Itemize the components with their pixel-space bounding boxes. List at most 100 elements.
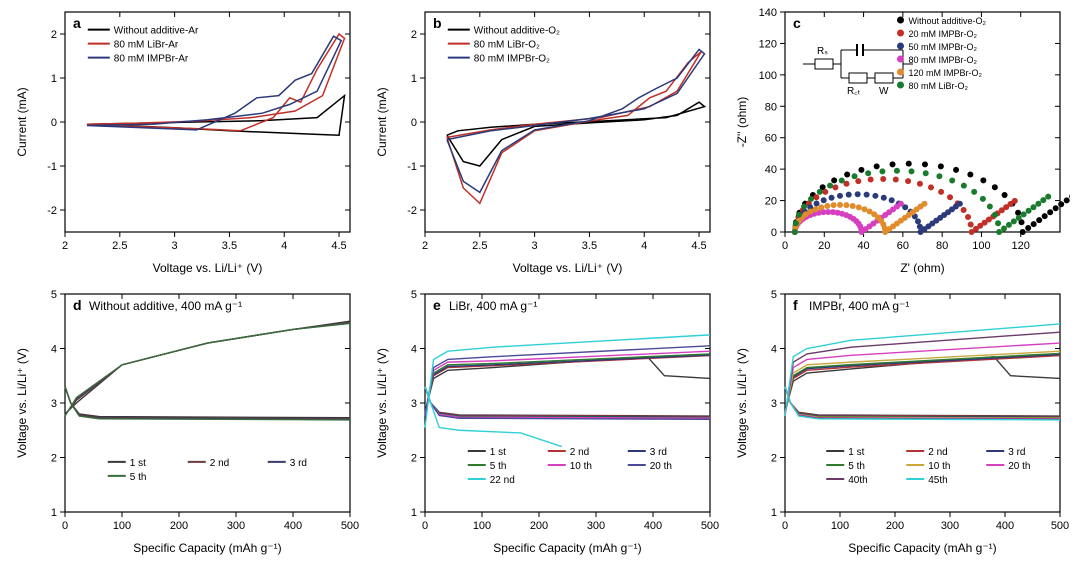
svg-text:3: 3 (411, 398, 417, 410)
panel-d: 010020030040050012345Specific Capacity (… (10, 282, 360, 560)
panel-b: 22.533.544.5-2-1012Voltage vs. Li/Li⁺ (V… (370, 0, 720, 280)
svg-text:-2: -2 (407, 205, 417, 217)
svg-text:Without additive-Ar: Without additive-Ar (114, 26, 199, 37)
svg-text:100: 100 (113, 520, 131, 532)
svg-text:4: 4 (771, 344, 777, 356)
svg-text:22 nd: 22 nd (490, 475, 515, 486)
svg-text:1: 1 (771, 507, 777, 519)
svg-text:a: a (73, 15, 81, 31)
svg-text:2: 2 (422, 240, 428, 252)
svg-text:20 th: 20 th (1008, 461, 1030, 472)
svg-text:3 rd: 3 rd (1008, 447, 1025, 458)
svg-text:40: 40 (857, 240, 869, 252)
svg-text:1: 1 (411, 507, 417, 519)
svg-text:W: W (879, 86, 889, 97)
svg-text:3: 3 (172, 240, 178, 252)
svg-text:Specific Capacity (mAh g⁻¹): Specific Capacity (mAh g⁻¹) (493, 541, 641, 555)
svg-text:5: 5 (771, 289, 777, 301)
svg-text:200: 200 (170, 520, 188, 532)
svg-text:LiBr, 400 mA g⁻¹: LiBr, 400 mA g⁻¹ (449, 299, 537, 313)
svg-text:Voltage vs. Li/Li⁺ (V): Voltage vs. Li/Li⁺ (V) (375, 348, 389, 458)
svg-text:300: 300 (227, 520, 245, 532)
svg-text:3 rd: 3 rd (650, 447, 667, 458)
svg-text:Voltage vs. Li/Li⁺ (V): Voltage vs. Li/Li⁺ (V) (735, 348, 749, 458)
svg-text:120 mM IMPBr-O₂: 120 mM IMPBr-O₂ (909, 68, 983, 78)
svg-text:2 nd: 2 nd (210, 458, 229, 469)
svg-text:120: 120 (759, 38, 777, 50)
svg-text:80: 80 (936, 240, 948, 252)
svg-text:80 mM LiBr-O₂: 80 mM LiBr-O₂ (474, 40, 540, 51)
svg-text:5 th: 5 th (130, 472, 147, 483)
svg-text:1: 1 (411, 73, 417, 85)
svg-text:1 st: 1 st (490, 447, 506, 458)
svg-text:3: 3 (51, 398, 57, 410)
svg-text:20: 20 (765, 196, 777, 208)
svg-text:50 mM IMPBr-O₂: 50 mM IMPBr-O₂ (909, 42, 978, 52)
svg-text:Voltage vs. Li/Li⁺ (V): Voltage vs. Li/Li⁺ (V) (513, 261, 623, 275)
svg-text:3 rd: 3 rd (290, 458, 307, 469)
svg-text:80: 80 (765, 101, 777, 113)
svg-text:40th: 40th (848, 475, 867, 486)
svg-text:200: 200 (886, 520, 904, 532)
svg-text:5 th: 5 th (848, 461, 865, 472)
svg-text:4: 4 (281, 240, 287, 252)
svg-text:500: 500 (701, 520, 719, 532)
svg-text:4: 4 (641, 240, 647, 252)
svg-text:60: 60 (897, 240, 909, 252)
panel-e: 010020030040050012345Specific Capacity (… (370, 282, 720, 560)
svg-text:1 st: 1 st (848, 447, 864, 458)
svg-text:Current (mA): Current (mA) (15, 87, 29, 156)
svg-text:-1: -1 (407, 161, 417, 173)
svg-text:5: 5 (51, 289, 57, 301)
svg-text:3: 3 (532, 240, 538, 252)
svg-text:2.5: 2.5 (112, 240, 127, 252)
svg-text:80 mM IMPBr-O₂: 80 mM IMPBr-O₂ (909, 55, 978, 65)
svg-text:100: 100 (972, 240, 990, 252)
svg-text:0: 0 (782, 520, 788, 532)
svg-text:Specific Capacity (mAh g⁻¹): Specific Capacity (mAh g⁻¹) (133, 541, 281, 555)
svg-text:-1: -1 (47, 161, 57, 173)
svg-text:Voltage vs. Li/Li⁺ (V): Voltage vs. Li/Li⁺ (V) (15, 348, 29, 458)
svg-text:20: 20 (818, 240, 830, 252)
svg-text:2: 2 (771, 453, 777, 465)
svg-text:2.5: 2.5 (472, 240, 487, 252)
svg-text:400: 400 (284, 520, 302, 532)
svg-text:-Z'' (ohm): -Z'' (ohm) (735, 97, 749, 148)
svg-text:100: 100 (831, 520, 849, 532)
svg-text:2: 2 (51, 453, 57, 465)
svg-text:45th: 45th (928, 475, 947, 486)
svg-text:-2: -2 (47, 205, 57, 217)
svg-text:e: e (433, 297, 441, 313)
svg-text:Voltage vs. Li/Li⁺ (V): Voltage vs. Li/Li⁺ (V) (153, 261, 263, 275)
svg-text:300: 300 (941, 520, 959, 532)
svg-text:Specific Capacity (mAh g⁻¹): Specific Capacity (mAh g⁻¹) (848, 541, 996, 555)
svg-text:Without additive-O₂: Without additive-O₂ (474, 26, 560, 37)
svg-text:0: 0 (411, 117, 417, 129)
svg-text:500: 500 (341, 520, 359, 532)
svg-text:120: 120 (1012, 240, 1030, 252)
svg-text:5 th: 5 th (490, 461, 507, 472)
svg-text:Without additive-O₂: Without additive-O₂ (909, 16, 987, 26)
svg-text:Z' (ohm): Z' (ohm) (900, 261, 944, 275)
panel-c: 020406080100120020406080100120140Z' (ohm… (730, 0, 1070, 280)
panel-f: 010020030040050012345Specific Capacity (… (730, 282, 1070, 560)
svg-text:3.5: 3.5 (222, 240, 237, 252)
svg-text:20 th: 20 th (650, 461, 672, 472)
svg-text:300: 300 (587, 520, 605, 532)
svg-text:3.5: 3.5 (582, 240, 597, 252)
svg-text:Current (mA): Current (mA) (375, 87, 389, 156)
svg-text:0: 0 (422, 520, 428, 532)
svg-text:IMPBr, 400 mA g⁻¹: IMPBr, 400 mA g⁻¹ (809, 299, 909, 313)
svg-text:4.5: 4.5 (691, 240, 706, 252)
svg-text:400: 400 (644, 520, 662, 532)
svg-text:0: 0 (771, 227, 777, 239)
svg-text:1: 1 (51, 507, 57, 519)
figure-container: 22.533.544.5-2-1012Voltage vs. Li/Li⁺ (V… (0, 0, 1080, 562)
svg-text:100: 100 (759, 70, 777, 82)
svg-text:20 mM IMPBr-O₂: 20 mM IMPBr-O₂ (909, 29, 978, 39)
svg-text:5: 5 (411, 289, 417, 301)
svg-text:2: 2 (51, 29, 57, 41)
svg-text:80 mM IMPBr-O₂: 80 mM IMPBr-O₂ (474, 54, 550, 65)
svg-text:140: 140 (759, 7, 777, 19)
svg-text:4: 4 (411, 344, 417, 356)
